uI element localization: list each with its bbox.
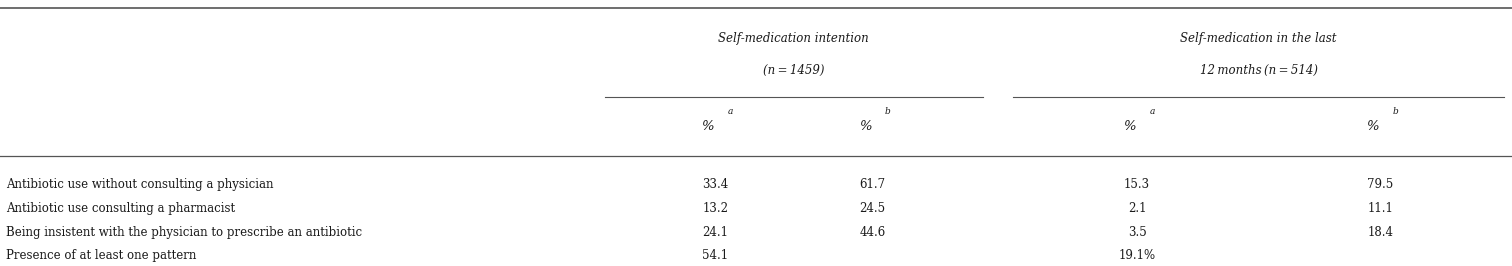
Text: 19.1%: 19.1%: [1119, 249, 1155, 262]
Text: 24.5: 24.5: [859, 202, 886, 215]
Text: 3.5: 3.5: [1128, 226, 1146, 239]
Text: 12 months (n = 514): 12 months (n = 514): [1199, 64, 1318, 77]
Text: 13.2: 13.2: [702, 202, 729, 215]
Text: Presence of at least one pattern: Presence of at least one pattern: [6, 249, 197, 262]
Text: 54.1: 54.1: [702, 249, 729, 262]
Text: b: b: [885, 107, 891, 116]
Text: 11.1: 11.1: [1367, 202, 1393, 215]
Text: b: b: [1393, 107, 1399, 116]
Text: a: a: [727, 107, 733, 116]
Text: 18.4: 18.4: [1367, 226, 1393, 239]
Text: 2.1: 2.1: [1128, 202, 1146, 215]
Text: 24.1: 24.1: [702, 226, 729, 239]
Text: 44.6: 44.6: [859, 226, 886, 239]
Text: Antibiotic use without consulting a physician: Antibiotic use without consulting a phys…: [6, 178, 274, 191]
Text: %: %: [859, 120, 871, 133]
Text: 33.4: 33.4: [702, 178, 729, 191]
Text: 15.3: 15.3: [1123, 178, 1151, 191]
Text: (n = 1459): (n = 1459): [764, 64, 824, 77]
Text: Antibiotic use consulting a pharmacist: Antibiotic use consulting a pharmacist: [6, 202, 236, 215]
Text: %: %: [702, 120, 714, 133]
Text: 61.7: 61.7: [859, 178, 886, 191]
Text: 79.5: 79.5: [1367, 178, 1394, 191]
Text: a: a: [1149, 107, 1155, 116]
Text: Self-medication intention: Self-medication intention: [718, 32, 869, 45]
Text: %: %: [1123, 120, 1136, 133]
Text: Being insistent with the physician to prescribe an antibiotic: Being insistent with the physician to pr…: [6, 226, 363, 239]
Text: Self-medication in the last: Self-medication in the last: [1181, 32, 1337, 45]
Text: %: %: [1367, 120, 1379, 133]
